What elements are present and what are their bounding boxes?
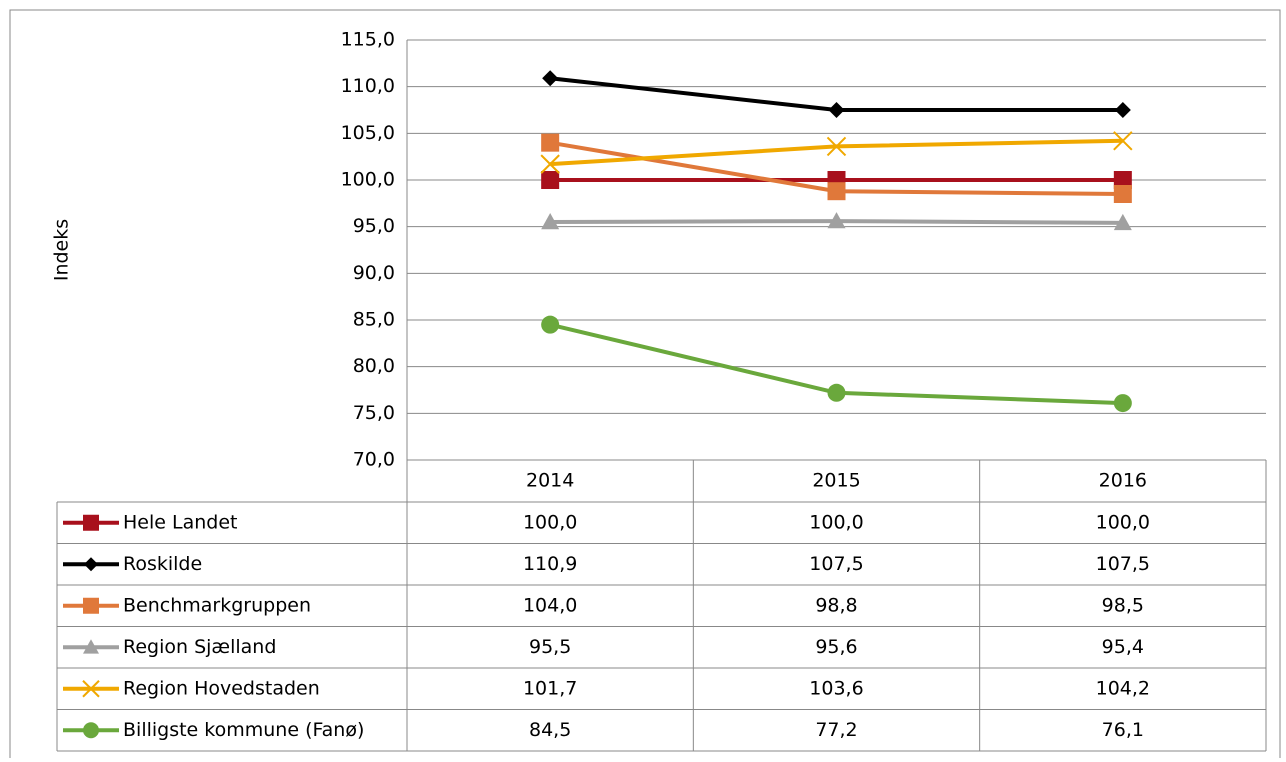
y-tick-label: 90,0 bbox=[353, 262, 395, 284]
data-point bbox=[542, 70, 559, 87]
table-value: 84,5 bbox=[529, 719, 571, 741]
y-tick-label: 115,0 bbox=[341, 29, 395, 51]
y-tick-label: 70,0 bbox=[353, 449, 395, 471]
data-point bbox=[541, 315, 560, 334]
table-value: 95,4 bbox=[1102, 636, 1144, 658]
y-tick-label: 105,0 bbox=[341, 122, 395, 144]
data-point bbox=[541, 133, 560, 152]
legend-marker bbox=[83, 639, 99, 654]
data-point bbox=[826, 136, 847, 157]
table-value: 103,6 bbox=[809, 677, 863, 699]
x-tick-label: 2016 bbox=[1099, 470, 1147, 492]
y-tick-label: 85,0 bbox=[353, 309, 395, 331]
y-axis-label: Indeks bbox=[51, 219, 73, 281]
data-point bbox=[1113, 185, 1132, 203]
y-tick-label: 95,0 bbox=[353, 215, 395, 237]
y-tick-label: 100,0 bbox=[341, 169, 395, 191]
series-line bbox=[550, 138, 1123, 167]
table-value: 107,5 bbox=[809, 553, 863, 575]
y-tick-label: 75,0 bbox=[353, 402, 395, 424]
data-point bbox=[541, 171, 560, 189]
table-value: 101,7 bbox=[523, 677, 577, 699]
table-value: 100,0 bbox=[1096, 511, 1150, 533]
legend-label: Region Sjælland bbox=[123, 636, 276, 658]
data-point bbox=[827, 383, 846, 402]
chart-border bbox=[9, 9, 1281, 762]
legend-label: Roskilde bbox=[123, 553, 202, 575]
data-point bbox=[541, 213, 560, 230]
legend-marker bbox=[83, 514, 99, 531]
data-point bbox=[827, 182, 846, 201]
table-value: 95,5 bbox=[529, 636, 571, 658]
table-value: 100,0 bbox=[523, 511, 577, 533]
data-point bbox=[1113, 171, 1132, 189]
data-point bbox=[1113, 394, 1132, 413]
x-tick-label: 2015 bbox=[812, 470, 860, 492]
data-point bbox=[827, 212, 846, 229]
legend-label: Hele Landet bbox=[123, 511, 237, 533]
data-point bbox=[540, 154, 560, 174]
data-point bbox=[1113, 213, 1132, 231]
table-value: 107,5 bbox=[1096, 553, 1150, 575]
y-tick-label: 80,0 bbox=[353, 355, 395, 377]
data-point bbox=[1114, 102, 1131, 118]
table-value: 110,9 bbox=[523, 553, 577, 575]
y-tick-label: 110,0 bbox=[341, 75, 395, 97]
x-tick-label: 2014 bbox=[526, 470, 574, 492]
table-value: 98,8 bbox=[815, 594, 857, 616]
table-value: 95,6 bbox=[815, 636, 857, 658]
table-value: 76,1 bbox=[1102, 719, 1144, 741]
table-value: 100,0 bbox=[809, 511, 863, 533]
data-point bbox=[1113, 131, 1133, 151]
table-value: 104,2 bbox=[1096, 677, 1150, 699]
data-point bbox=[828, 102, 845, 118]
legend-label: Region Hovedstaden bbox=[123, 677, 320, 699]
legend-marker bbox=[82, 680, 100, 698]
legend-marker bbox=[84, 557, 98, 572]
legend-label: Benchmarkgruppen bbox=[123, 594, 311, 616]
legend-label: Billigste kommune (Fanø) bbox=[123, 719, 364, 741]
table-value: 98,5 bbox=[1102, 594, 1144, 616]
table-value: 77,2 bbox=[815, 719, 857, 741]
legend-marker bbox=[83, 722, 99, 739]
legend-marker bbox=[83, 597, 99, 614]
table-value: 104,0 bbox=[523, 594, 577, 616]
